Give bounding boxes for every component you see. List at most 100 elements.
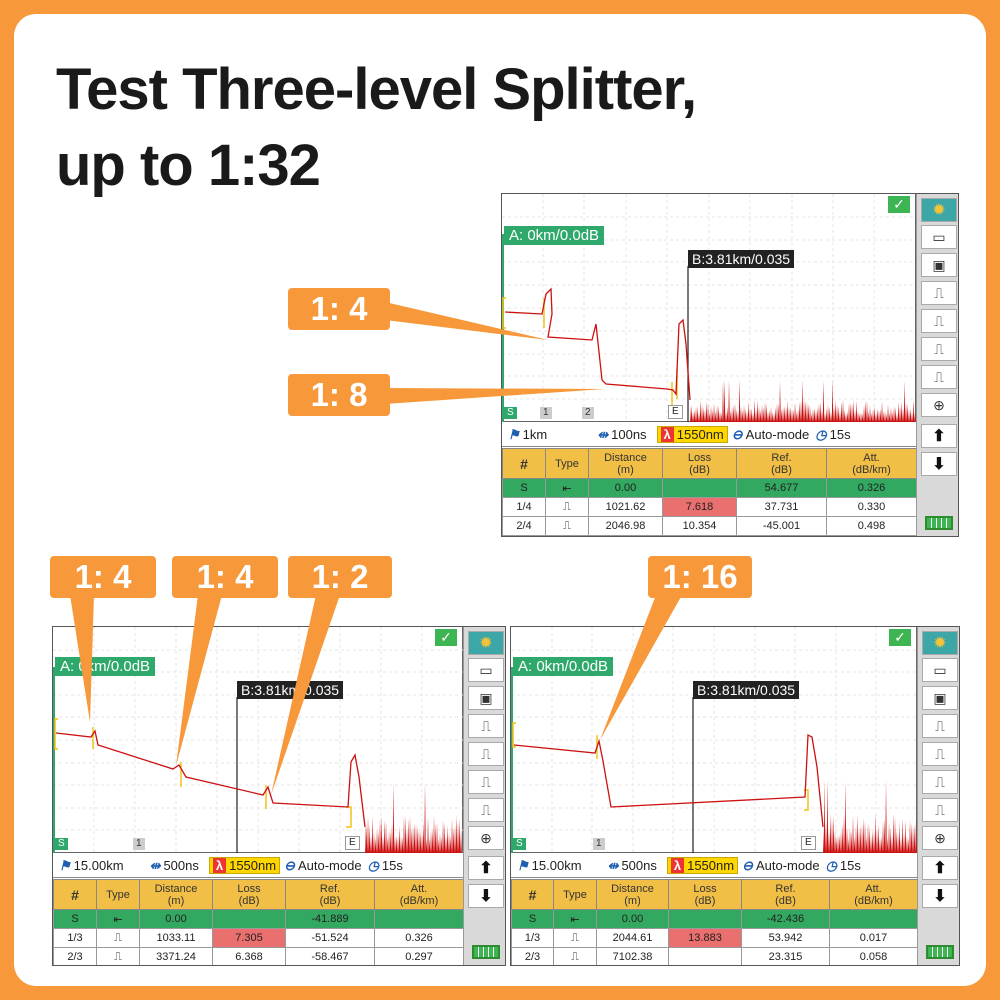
settings-gear-icon[interactable]: ✹ xyxy=(921,198,957,222)
table-row[interactable]: 2/3 ⎍ 3371.24 6.368 -58.467 0.297 xyxy=(53,947,464,965)
event-marker-1[interactable]: 1 xyxy=(540,407,552,419)
col-header-att: Att. (dB/km) xyxy=(826,448,917,479)
pulse-info[interactable]: ⇹ 500ns xyxy=(607,857,657,874)
arrow-up-icon[interactable]: ⬆ xyxy=(921,424,957,448)
event-marker-e[interactable]: E xyxy=(345,836,360,850)
event-marker-s[interactable]: S xyxy=(513,838,526,850)
tool-sidebar: ✹ ▭ ▣ ⎍ ⎍ ⎍ ⎍ ⊕ ⬆ ⬇ xyxy=(917,627,959,965)
splitter-event-icon: ⎍ xyxy=(545,516,589,536)
lambda-icon: λ xyxy=(660,427,674,442)
wavelength-selector[interactable]: λ 1550nm xyxy=(656,426,728,443)
callout-right-1-16: 1: 16 xyxy=(648,556,752,598)
table-row[interactable]: 2/3 ⎍ 7102.38 23.315 0.058 xyxy=(511,947,918,965)
pulse-vertical-shrink-icon[interactable]: ⎍ xyxy=(922,798,958,822)
pulse-width-icon: ⇹ xyxy=(149,857,161,873)
pulse-horizontal-expand-icon[interactable]: ⎍ xyxy=(921,281,957,305)
table-row[interactable]: S ⇤ 0.00 54.677 0.326 xyxy=(502,478,917,498)
col-header-loss: Loss (dB) xyxy=(662,448,737,479)
otdr-screen-3: A: 0km/0.0dB B:3.81km/0.035 ✓ S 1 E ⚑ 15.… xyxy=(510,626,960,966)
event-table: # Type Distance (m) Loss (dB) Ref. (dB) … xyxy=(511,879,918,965)
event-marker-s[interactable]: S xyxy=(55,838,68,850)
table-row[interactable]: 1/3 ⎍ 1033.11 7.305 -51.524 0.326 xyxy=(53,928,464,948)
duration-info[interactable]: ◷ 15s xyxy=(367,857,403,874)
mode-info[interactable]: ⊖ Auto-mode xyxy=(284,857,362,874)
save-icon[interactable]: ▣ xyxy=(468,686,504,710)
headline-line-2: up to 1:32 xyxy=(56,133,321,198)
battery-icon xyxy=(926,945,954,959)
open-folder-icon[interactable]: ▭ xyxy=(921,225,957,249)
table-row[interactable]: S ⇤ 0.00 -41.889 xyxy=(53,909,464,929)
trace-plot[interactable]: A: 0km/0.0dB B:3.81km/0.035 ✓ S 1 2 E xyxy=(502,194,916,422)
timer-icon: ◷ xyxy=(815,426,827,442)
zoom-icon[interactable]: ⊕ xyxy=(921,393,957,417)
splitter-event-icon: ⎍ xyxy=(96,947,140,965)
pulse-vertical-expand-icon[interactable]: ⎍ xyxy=(468,770,504,794)
wavelength-selector[interactable]: λ 1550nm xyxy=(208,857,281,874)
event-table: # Type Distance (m) Loss (dB) Ref. (dB) … xyxy=(53,879,464,965)
trace-plot[interactable]: A: 0km/0.0dB B:3.81km/0.035 ✓ S 1 E xyxy=(53,627,463,853)
mode-info[interactable]: ⊖ Auto-mode xyxy=(742,857,820,874)
range-info[interactable]: ⚑ 15.00km xyxy=(517,857,582,874)
pulse-info[interactable]: ⇹ 500ns xyxy=(149,857,199,874)
col-header-att: Att. (dB/km) xyxy=(374,879,464,910)
table-row[interactable]: S ⇤ 0.00 -42.436 xyxy=(511,909,918,929)
callout-left-1-2: 1: 2 xyxy=(288,556,392,598)
table-row[interactable]: 1/3 ⎍ 2044.61 13.883 53.942 0.017 xyxy=(511,928,918,948)
col-header-ref: Ref. (dB) xyxy=(736,448,827,479)
callout-top-1-4: 1: 4 xyxy=(288,288,390,330)
table-row[interactable]: 2/4 ⎍ 2046.98 10.354 -45.001 0.498 xyxy=(502,516,917,536)
event-marker-e[interactable]: E xyxy=(801,836,816,850)
splitter-event-icon: ⎍ xyxy=(545,497,589,517)
pulse-horizontal-expand-icon[interactable]: ⎍ xyxy=(922,714,958,738)
arrow-up-icon[interactable]: ⬆ xyxy=(468,856,504,880)
pulse-horizontal-shrink-icon[interactable]: ⎍ xyxy=(468,742,504,766)
settings-gear-icon[interactable]: ✹ xyxy=(468,631,504,655)
pulse-horizontal-shrink-icon[interactable]: ⎍ xyxy=(922,742,958,766)
pulse-info[interactable]: ⇹ 100ns xyxy=(597,426,647,443)
pulse-horizontal-shrink-icon[interactable]: ⎍ xyxy=(921,309,957,333)
splitter-event-icon: ⎍ xyxy=(553,947,597,965)
pulse-vertical-shrink-icon[interactable]: ⎍ xyxy=(921,365,957,389)
open-folder-icon[interactable]: ▭ xyxy=(468,658,504,682)
range-info[interactable]: ⚑ 15.00km xyxy=(59,857,124,874)
zoom-icon[interactable]: ⊕ xyxy=(922,826,958,850)
splitter-event-icon: ⎍ xyxy=(96,928,140,948)
mode-info[interactable]: ⊖ Auto-mode xyxy=(731,426,810,443)
open-folder-icon[interactable]: ▭ xyxy=(922,658,958,682)
col-header-loss: Loss (dB) xyxy=(668,879,742,910)
table-row[interactable]: 1/4 ⎍ 1021.62 7.618 37.731 0.330 xyxy=(502,497,917,517)
arrow-up-icon[interactable]: ⬆ xyxy=(922,856,958,880)
zoom-icon[interactable]: ⊕ xyxy=(468,826,504,850)
save-icon[interactable]: ▣ xyxy=(921,253,957,277)
event-marker-2[interactable]: 2 xyxy=(582,407,594,419)
duration-info[interactable]: ◷ 15s xyxy=(825,857,861,874)
arrow-down-icon[interactable]: ⬇ xyxy=(921,452,957,476)
save-icon[interactable]: ▣ xyxy=(922,686,958,710)
battery-icon xyxy=(472,945,500,959)
zoom-mode-icon: ⊖ xyxy=(284,857,295,873)
pulse-vertical-expand-icon[interactable]: ⎍ xyxy=(922,770,958,794)
pulse-horizontal-expand-icon[interactable]: ⎍ xyxy=(468,714,504,738)
col-header-loss: Loss (dB) xyxy=(212,879,286,910)
event-marker-e[interactable]: E xyxy=(668,405,683,419)
wavelength-selector[interactable]: λ 1550nm xyxy=(666,857,739,874)
pulse-width-icon: ⇹ xyxy=(607,857,619,873)
col-header-index: # xyxy=(511,879,554,910)
event-marker-1[interactable]: 1 xyxy=(133,838,145,850)
pulse-vertical-shrink-icon[interactable]: ⎍ xyxy=(468,798,504,822)
arrow-down-icon[interactable]: ⬇ xyxy=(468,884,504,908)
start-event-icon: ⇤ xyxy=(96,909,140,929)
col-header-ref: Ref. (dB) xyxy=(285,879,375,910)
trace-plot[interactable]: A: 0km/0.0dB B:3.81km/0.035 ✓ S 1 E xyxy=(511,627,917,853)
event-marker-s[interactable]: S xyxy=(504,407,517,419)
check-icon: ✓ xyxy=(889,629,911,646)
cursor-a-label: A: 0km/0.0dB xyxy=(504,226,605,245)
range-info[interactable]: ⚑ 1km xyxy=(508,426,548,443)
duration-info[interactable]: ◷ 15s xyxy=(815,426,851,443)
otdr-screen-2: A: 0km/0.0dB B:3.81km/0.035 ✓ S 1 E ⚑ 15.… xyxy=(52,626,506,966)
info-bar: ⚑ 1km ⇹ 100ns λ 1550nm ⊖ Auto-mode ◷ 15s xyxy=(502,423,916,447)
settings-gear-icon[interactable]: ✹ xyxy=(922,631,958,655)
pulse-vertical-expand-icon[interactable]: ⎍ xyxy=(921,337,957,361)
arrow-down-icon[interactable]: ⬇ xyxy=(922,884,958,908)
event-marker-1[interactable]: 1 xyxy=(593,838,605,850)
